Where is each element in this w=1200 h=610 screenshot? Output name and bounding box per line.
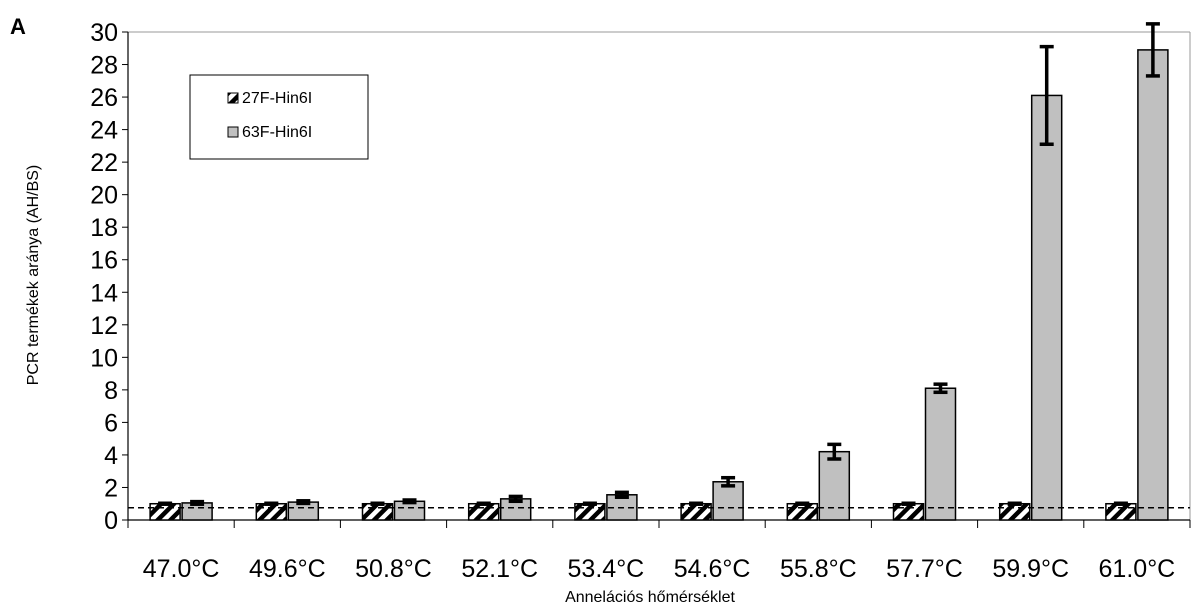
bar-27f [361,502,394,521]
y-tick-label: 6 [104,409,118,437]
y-tick-label: 12 [90,312,118,340]
y-tick-label: 10 [90,344,118,372]
bar-27f [255,502,288,521]
bar-63f [818,450,851,521]
bar-27f [998,502,1031,521]
bar-27f [892,502,925,521]
bar-63f [1030,94,1063,521]
x-axis-ticks: 47.0°C 49.6°C 50.8°C 52.1°C 53.4°C 54.6°C 55.8… [127,520,1191,583]
bar-27f [786,502,819,521]
bar-27f [574,502,606,521]
y-tick-label: 16 [90,247,118,275]
x-tick-label: 61.0°C [1099,555,1176,583]
x-tick-label: 55.8°C [780,555,857,583]
legend-swatch-27f [227,92,239,104]
y-tick-label: 28 [90,52,118,80]
y-tick-label: 14 [90,279,118,307]
bar-27f [680,502,712,521]
y-tick-label: 30 [90,19,118,47]
y-tick-label: 0 [104,507,118,535]
x-tick-label: 59.9°C [992,555,1069,583]
bar-63f [1137,49,1169,521]
legend-label-27f: 27F-Hin6I [242,90,312,107]
y-tick-label: 2 [104,474,118,502]
x-tick-label: 50.8°C [355,555,432,583]
legend-label-63f: 63F-Hin6I [242,124,312,141]
y-tick-label: 24 [90,117,118,145]
x-tick-label: 57.7°C [886,555,963,583]
y-tick-label: 8 [104,377,118,405]
x-tick-label: 52.1°C [461,555,538,583]
y-tick-label: 26 [90,84,118,112]
bar-27f [1105,502,1137,521]
panel-label: A [10,14,26,39]
y-axis-label: PCR termékek aránya (AH/BS) [25,165,42,386]
bar-27f [149,502,181,521]
plot-area [127,22,1191,521]
x-tick-label: 47.0°C [143,555,220,583]
legend-swatch-63f [227,126,239,138]
legend: 27F-Hin6I 63F-Hin6I [189,74,369,160]
y-tick-label: 4 [104,442,118,470]
y-tick-label: 22 [90,149,118,177]
y-tick-label: 18 [90,214,118,242]
x-tick-label: 54.6°C [674,555,751,583]
x-axis-label: Annelációs hőmérséklet [565,589,735,606]
y-tick-label: 20 [90,182,118,210]
bar-27f [467,502,500,521]
x-tick-label: 49.6°C [249,555,326,583]
legend-box [189,74,369,160]
x-tick-label: 53.4°C [568,555,645,583]
bar-63f [924,387,957,521]
